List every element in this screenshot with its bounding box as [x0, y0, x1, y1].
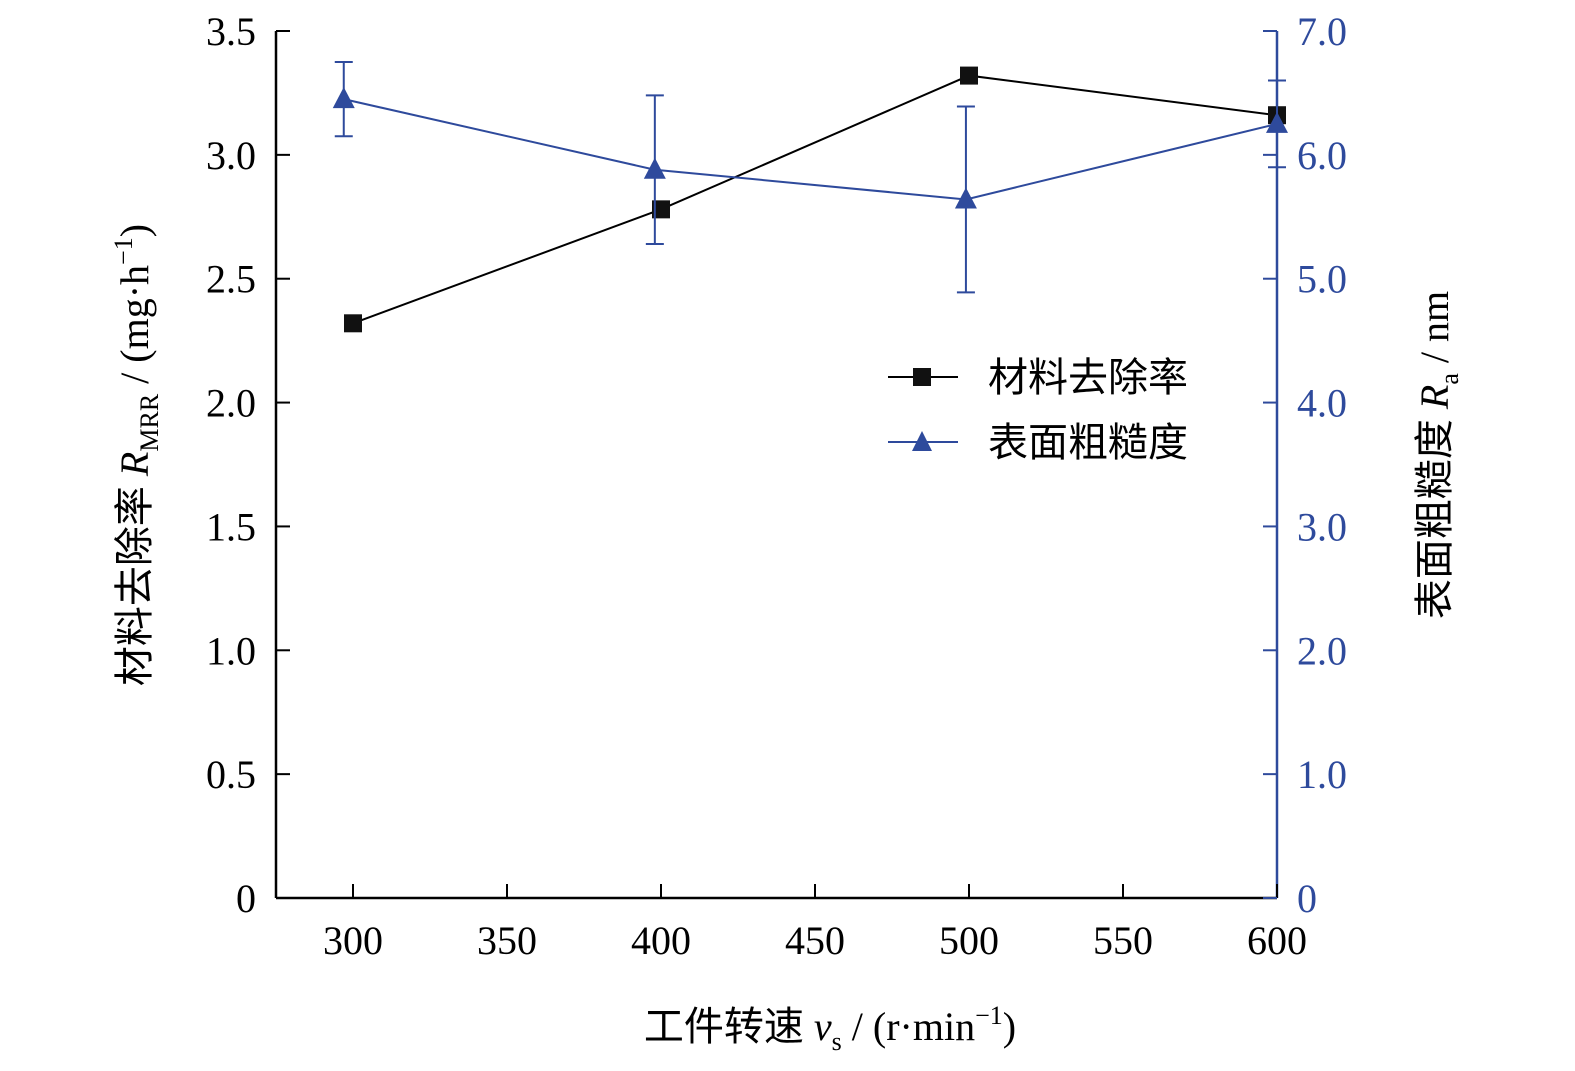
x-axis-title-units: / (r·min [842, 1004, 975, 1049]
data-point-ra [1266, 111, 1288, 133]
series-line-mrr [352, 74, 1278, 325]
data-point-mrr [652, 200, 670, 219]
left-y-axis-title-text: 材料去除率 [112, 476, 157, 686]
right-y-axis-title-units: / nm [1412, 291, 1457, 373]
x-axis-title-units-sup: −1 [975, 1001, 1003, 1030]
left-y-tick-label: 1.5 [206, 504, 256, 549]
left-y-tick-label: 0 [236, 876, 256, 921]
right-y-tick-label: 6.0 [1297, 133, 1347, 178]
left-y-axis-title-symbol-sub: MRR [135, 393, 164, 451]
legend: 材料去除率 表面粗糙度 [888, 355, 1188, 465]
left-y-tick-label: 3.5 [206, 9, 256, 54]
right-y-tick-label: 7.0 [1297, 9, 1347, 54]
right-y-tick-label: 0 [1297, 876, 1317, 921]
x-axis-title-units-end: ) [1003, 1004, 1016, 1049]
series-line-ra [343, 98, 1278, 201]
x-tick-label: 600 [1247, 918, 1307, 963]
right-y-axis-title-text: 表面粗糙度 [1412, 409, 1457, 619]
left-y-tick-label: 3.0 [206, 133, 256, 178]
data-point-ra [954, 187, 977, 209]
legend-label-ra: 表面粗糙度 [988, 420, 1188, 465]
right-y-axis-title-symbol-sub: a [1435, 373, 1464, 385]
x-axis-title-symbol: v [814, 1004, 832, 1049]
x-tick-label: 450 [785, 918, 845, 963]
legend-marker-ra [912, 431, 932, 451]
left-y-tick-label: 2.0 [206, 381, 256, 426]
left-y-axis-title-symbol: R [112, 452, 157, 477]
left-y-axis-title-units-sup: −1 [109, 237, 138, 265]
right-y-tick-label: 5.0 [1297, 257, 1347, 302]
data-point-mrr [344, 314, 362, 333]
right-y-tick-label: 1.0 [1297, 752, 1347, 797]
right-y-tick-label: 2.0 [1297, 628, 1347, 673]
data-point-ra [332, 87, 355, 109]
right-y-axis-title: 表面粗糙度 Ra / nm [1412, 291, 1464, 619]
left-y-tick-label: 1.0 [206, 628, 256, 673]
data-point-ra [643, 157, 666, 179]
axes [274, 31, 1279, 900]
left-y-axis-title-units-end: ) [112, 224, 157, 237]
left-y-axis-title: 材料去除率 RMRR / (mg·h−1) [109, 224, 164, 686]
legend-label-mrr: 材料去除率 [988, 355, 1188, 400]
x-tick-label: 400 [631, 918, 691, 963]
data-point-mrr [960, 66, 978, 85]
x-tick-label: 350 [477, 918, 537, 963]
left-y-tick-label: 2.5 [206, 257, 256, 302]
legend-marker-mrr [913, 368, 931, 386]
x-tick-label: 300 [323, 918, 383, 963]
right-y-tick-label: 4.0 [1297, 381, 1347, 426]
ticks: 300 350 400 450 500 550 60000.51.01.52.02.53.0… [206, 9, 1347, 963]
left-y-axis-title-units: / (mg·h [112, 265, 157, 394]
x-tick-label: 550 [1093, 918, 1153, 963]
x-tick-label: 500 [939, 918, 999, 963]
x-axis-title-symbol-sub: s [832, 1027, 842, 1056]
left-y-tick-label: 0.5 [206, 752, 256, 797]
x-axis-title-text: 工件转速 [644, 1004, 814, 1049]
right-y-tick-label: 3.0 [1297, 504, 1347, 549]
x-axis-title: 工件转速 vs / (r·min−1) [644, 1001, 1016, 1056]
right-y-axis-title-symbol: R [1412, 385, 1457, 410]
series-layer [332, 60, 1288, 333]
